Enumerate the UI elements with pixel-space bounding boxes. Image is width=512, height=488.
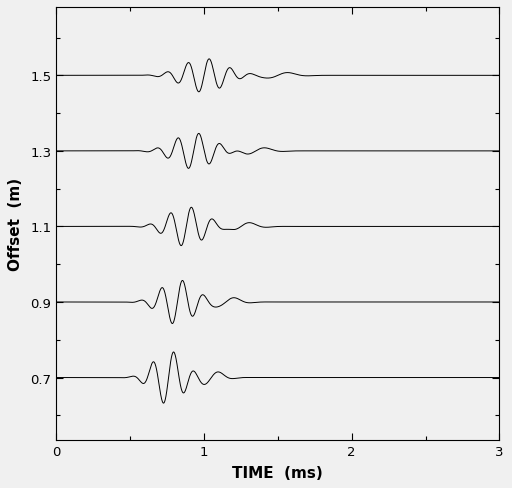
Y-axis label: Offset  (m): Offset (m) bbox=[8, 178, 24, 271]
X-axis label: TIME  (ms): TIME (ms) bbox=[232, 465, 323, 480]
